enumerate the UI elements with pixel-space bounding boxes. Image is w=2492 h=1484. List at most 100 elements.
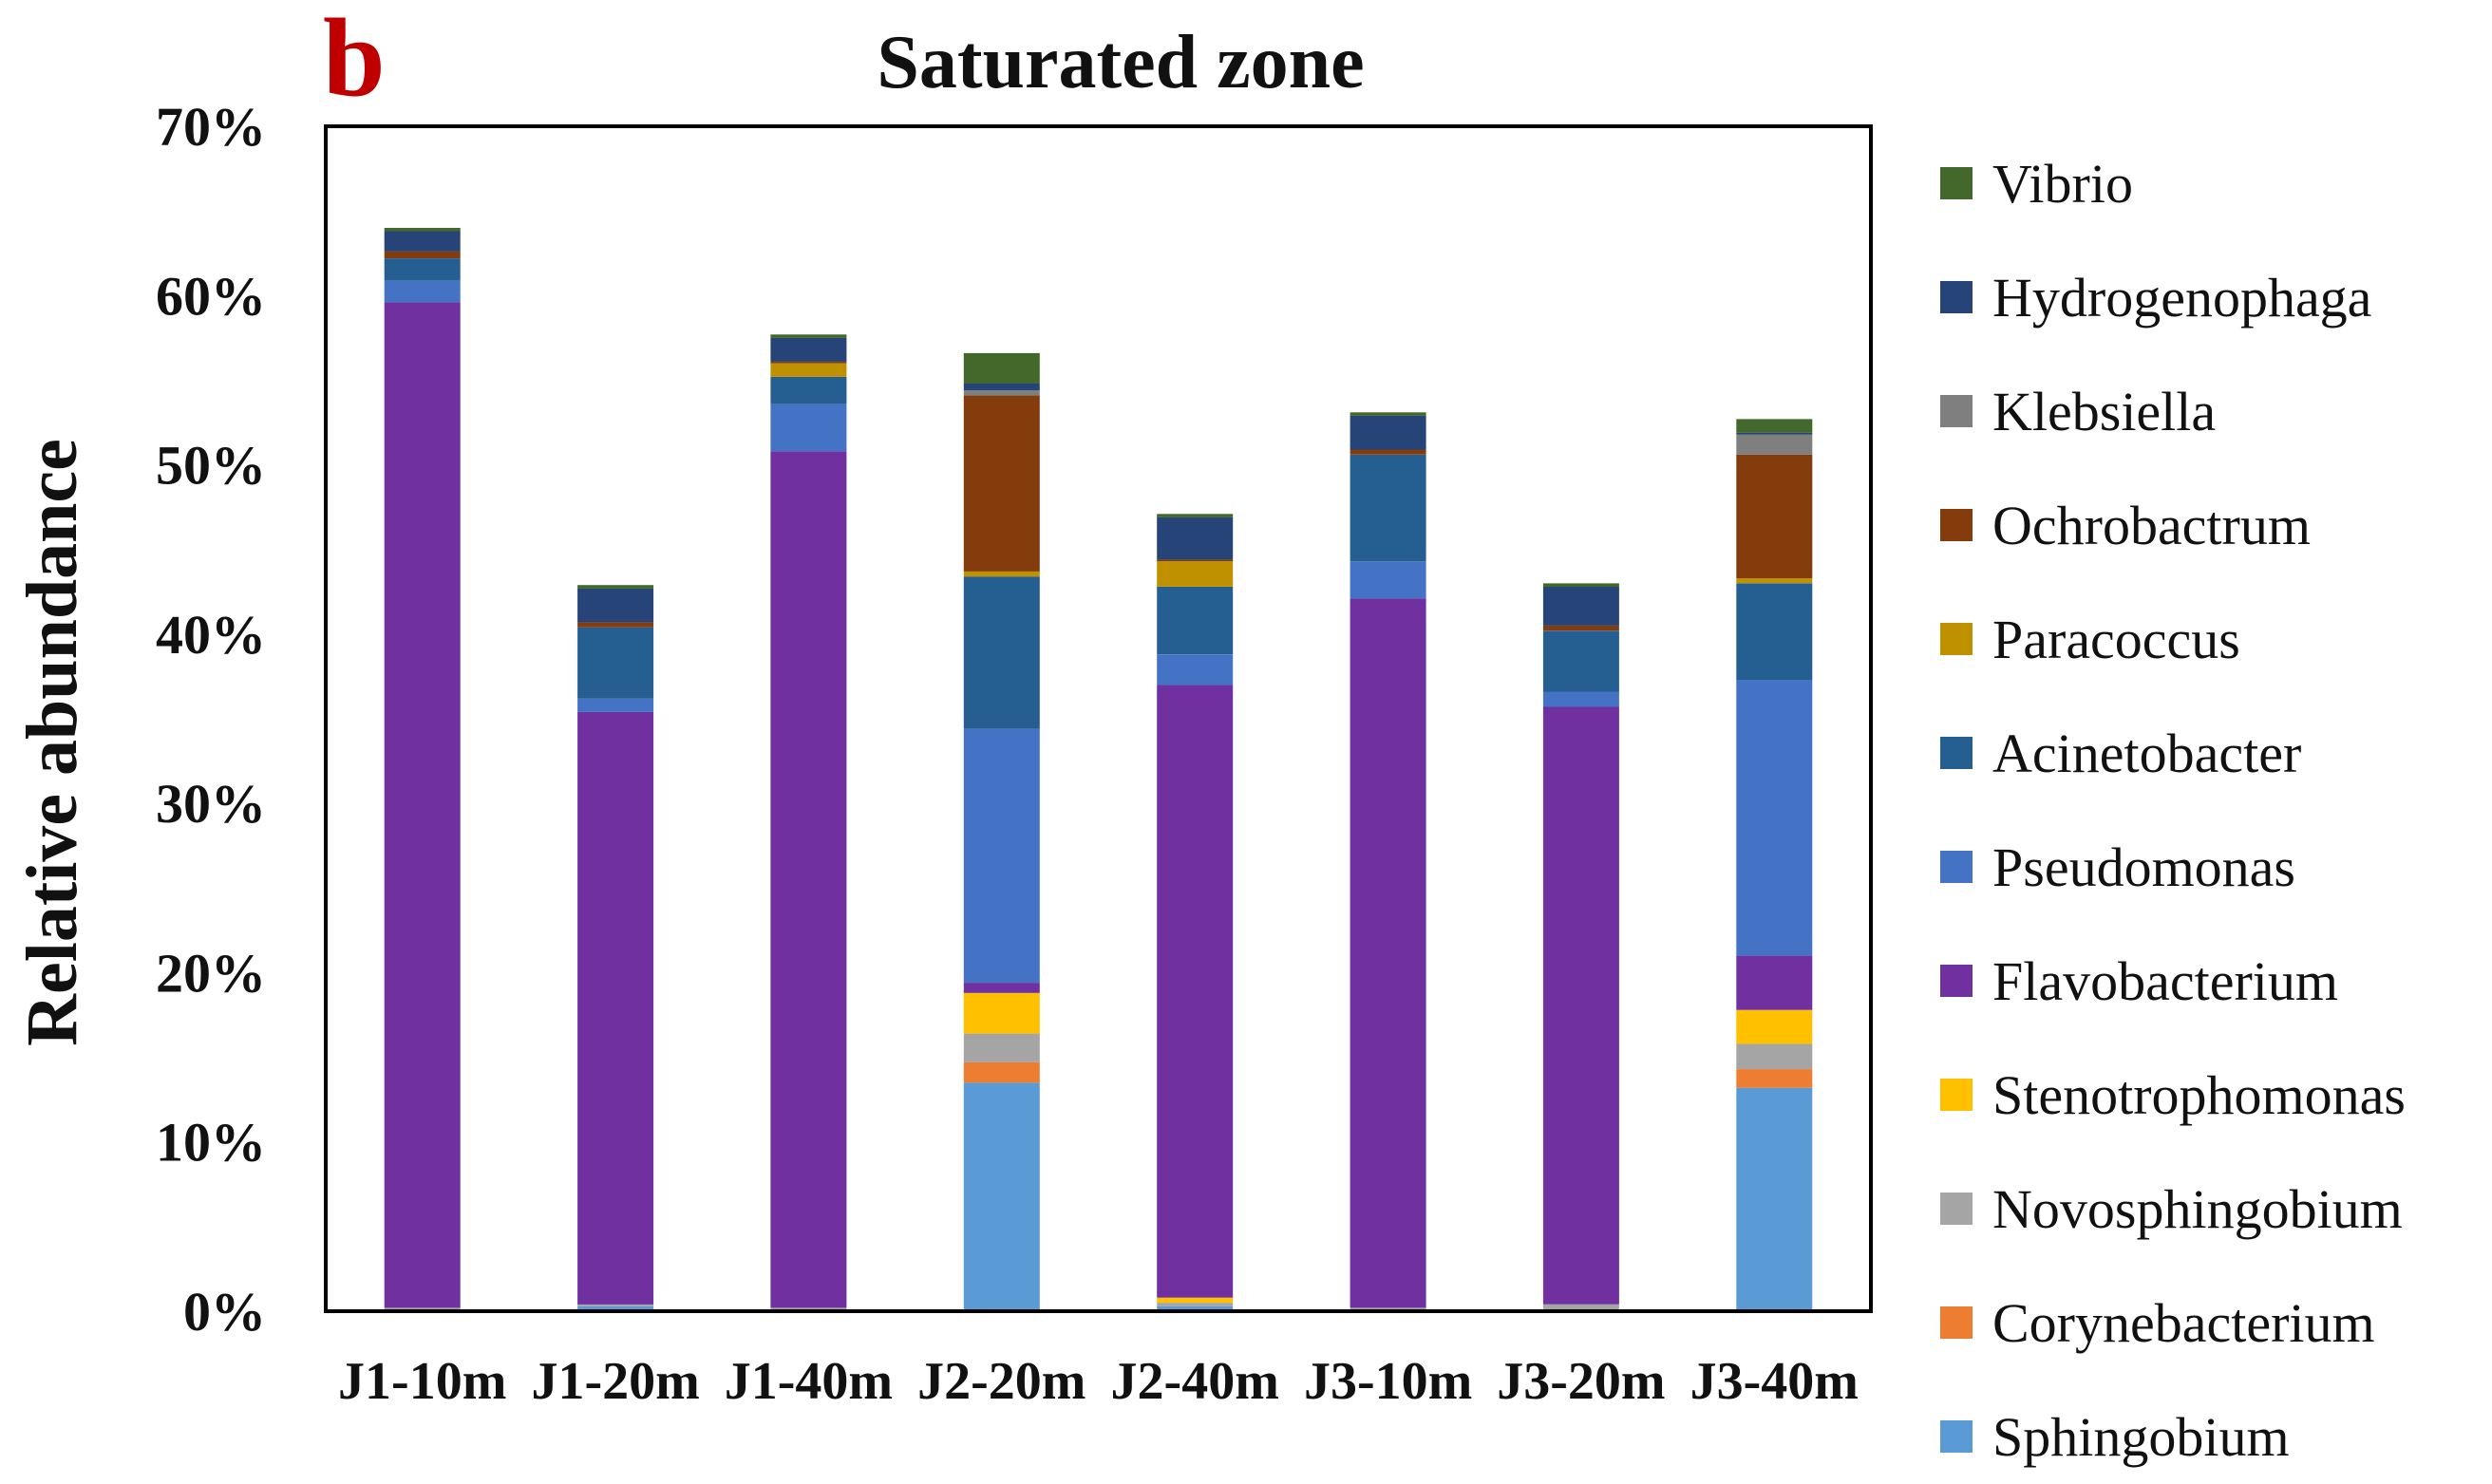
bar-segment-j2-40m-sphingobium	[1157, 1306, 1234, 1311]
bar-segment-j1-20m-novosphingobium	[577, 1304, 654, 1306]
bar-segment-j3-40m-stenotrophomonas	[1736, 1009, 1813, 1044]
bar-segment-j2-40m-acinetobacter	[1157, 586, 1234, 655]
bar-segment-j1-10m-vibrio	[384, 228, 461, 232]
legend-swatch-ochrobactrum	[1940, 509, 1973, 541]
bar-segment-j2-40m-vibrio	[1157, 514, 1234, 517]
bar-segment-j3-20m-novosphingobium	[1542, 1304, 1619, 1310]
x-axis-ticks: J1-10m J1-20m J1-40m J2-20m J2-40m J3-10m J3-2…	[338, 1352, 1859, 1411]
bar-segment-j3-40m-pseudomonas	[1736, 680, 1813, 956]
bar-segment-j3-10m-flavobacterium	[1350, 598, 1426, 1308]
y-tick-label: 40%	[156, 604, 266, 666]
bar-segment-j1-10m-ochrobactrum	[384, 251, 461, 258]
bar-segment-j3-10m-novosphingobium	[1350, 1307, 1426, 1310]
bar-segment-j1-20m-acinetobacter	[577, 627, 654, 699]
bar-segment-j2-20m-acinetobacter	[963, 576, 1040, 729]
y-axis-label: Relative abundance	[12, 439, 92, 1046]
bar-segment-j1-40m-vibrio	[770, 334, 847, 338]
bar-segment-j3-20m-vibrio	[1542, 583, 1619, 587]
bar-segment-j3-10m-hydrogenophaga	[1350, 415, 1426, 450]
x-tick-label: J1-40m	[725, 1352, 893, 1411]
bar-segment-j3-40m-paracoccus	[1736, 578, 1813, 584]
bar-segment-j1-40m-hydrogenophaga	[770, 337, 847, 362]
legend-swatch-acinetobacter	[1940, 737, 1973, 769]
legend-swatch-stenotrophomonas	[1940, 1079, 1973, 1111]
bar-segment-j3-20m-flavobacterium	[1542, 706, 1619, 1305]
legend-label-paracoccus: Paracoccus	[1992, 609, 2240, 670]
bar-segment-j1-20m-pseudomonas	[577, 698, 654, 712]
bar-segment-j1-10m-flavobacterium	[384, 302, 461, 1308]
legend-label-stenotrophomonas: Stenotrophomonas	[1992, 1064, 2406, 1126]
bar-segment-j2-40m-ochrobactrum	[1157, 559, 1234, 562]
y-axis-ticks: 0% 10% 20% 30% 40% 50% 60% 70%	[156, 96, 266, 1343]
bar-segment-j1-20m-hydrogenophaga	[577, 588, 654, 623]
bar-segment-j2-40m-pseudomonas	[1157, 654, 1234, 686]
bar-segment-j2-20m-stenotrophomonas	[963, 992, 1040, 1034]
legend-label-sphingobium: Sphingobium	[1992, 1406, 2290, 1468]
legend-swatch-pseudomonas	[1940, 851, 1973, 883]
plot-area-border	[324, 124, 1873, 1313]
legend-label-klebsiella: Klebsiella	[1992, 381, 2216, 442]
legend-label-vibrio: Vibrio	[1992, 153, 2133, 215]
bar-segment-j3-20m-hydrogenophaga	[1542, 586, 1619, 626]
legend: Vibrio Hydrogenophaga Klebsiella Ochrobactr…	[1940, 153, 2406, 1468]
bar-segment-j2-20m-sphingobium	[963, 1082, 1040, 1311]
bar-segment-j3-40m-sphingobium	[1736, 1087, 1813, 1311]
bar-segment-j3-40m-flavobacterium	[1736, 955, 1813, 1010]
y-tick-label: 30%	[156, 773, 266, 835]
bar-segment-j1-20m-vibrio	[577, 585, 654, 589]
legend-swatch-flavobacterium	[1940, 965, 1973, 997]
bar-segment-j1-40m-ochrobactrum	[770, 361, 847, 364]
legend-label-corynebacterium: Corynebacterium	[1992, 1292, 2375, 1354]
x-tick-label: J1-10m	[338, 1352, 506, 1411]
legend-label-novosphingobium: Novosphingobium	[1992, 1178, 2403, 1240]
bar-segment-j1-10m-acinetobacter	[384, 258, 461, 281]
legend-label-flavobacterium: Flavobacterium	[1992, 950, 2338, 1012]
bar-segment-j1-10m-hydrogenophaga	[384, 231, 461, 252]
bar-segment-j3-20m-acinetobacter	[1542, 630, 1619, 692]
bar-segment-j3-40m-vibrio	[1736, 419, 1813, 433]
x-tick-label: J2-40m	[1111, 1352, 1279, 1411]
panel-letter: b	[323, 0, 386, 120]
bar-segment-j3-40m-klebsiella	[1736, 434, 1813, 455]
bar-segment-j2-40m-paracoccus	[1157, 561, 1234, 587]
bar-segment-j3-40m-ochrobactrum	[1736, 454, 1813, 578]
bar-segment-j3-20m-ochrobactrum	[1542, 625, 1619, 631]
bar-segment-j2-20m-flavobacterium	[963, 983, 1040, 993]
y-tick-label: 10%	[156, 1112, 266, 1174]
legend-swatch-novosphingobium	[1940, 1193, 1973, 1225]
x-tick-label: J3-20m	[1497, 1352, 1665, 1411]
bar-segment-j2-20m-ochrobactrum	[963, 395, 1040, 572]
bar-segment-j2-20m-paracoccus	[963, 571, 1040, 577]
bar-segment-j1-40m-flavobacterium	[770, 451, 847, 1308]
y-tick-label: 0%	[183, 1281, 266, 1343]
chart-title: Saturated zone	[877, 21, 1364, 104]
bar-segment-j2-40m-hydrogenophaga	[1157, 517, 1234, 560]
bar-segment-j2-20m-vibrio	[963, 352, 1040, 384]
x-tick-label: J3-40m	[1690, 1352, 1859, 1411]
bar-segment-j1-20m-flavobacterium	[577, 711, 654, 1305]
legend-label-ochrobactrum: Ochrobactrum	[1992, 495, 2311, 556]
bar-segment-j2-40m-flavobacterium	[1157, 685, 1234, 1298]
bar-segment-j1-40m-pseudomonas	[770, 404, 847, 452]
legend-swatch-corynebacterium	[1940, 1306, 1973, 1339]
legend-swatch-hydrogenophaga	[1940, 281, 1973, 313]
bar-segment-j3-20m-pseudomonas	[1542, 691, 1619, 707]
legend-swatch-vibrio	[1940, 167, 1973, 199]
bar-segment-j1-10m-novosphingobium	[384, 1307, 461, 1310]
x-tick-label: J1-20m	[531, 1352, 699, 1411]
bar-segment-j3-40m-hydrogenophaga	[1736, 432, 1813, 435]
x-tick-label: J3-10m	[1304, 1352, 1472, 1411]
bar-segment-j2-20m-novosphingobium	[963, 1033, 1040, 1062]
legend-label-hydrogenophaga: Hydrogenophaga	[1992, 267, 2371, 329]
legend-swatch-klebsiella	[1940, 395, 1973, 427]
bar-segment-j3-10m-ochrobactrum	[1350, 449, 1426, 455]
y-tick-label: 70%	[156, 96, 266, 158]
bar-segment-j3-40m-corynebacterium	[1736, 1069, 1813, 1088]
y-tick-label: 20%	[156, 942, 266, 1004]
bar-segment-j2-20m-klebsiella	[963, 390, 1040, 396]
bar-segment-j3-40m-acinetobacter	[1736, 583, 1813, 680]
bar-segment-j2-20m-corynebacterium	[963, 1061, 1040, 1083]
bar-segment-j3-10m-acinetobacter	[1350, 454, 1426, 562]
bar-segment-j1-40m-paracoccus	[770, 363, 847, 377]
